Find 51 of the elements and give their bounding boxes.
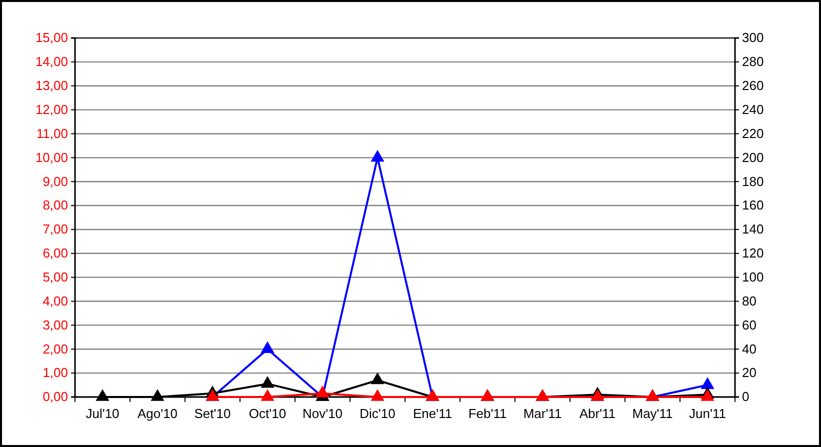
- y-tick-label: 9,00: [42, 174, 68, 189]
- point: [370, 150, 384, 162]
- y2-tick-label: 240: [742, 102, 764, 117]
- x-tick-label: Abr'11: [579, 406, 616, 422]
- y2-tick-label: 20: [742, 365, 756, 380]
- y2-tick-label: 280: [742, 54, 764, 70]
- y2-tick-label: 60: [742, 317, 756, 332]
- y2-tick-label: 80: [742, 293, 756, 308]
- y2-tick-label: 180: [742, 174, 764, 189]
- point: [96, 389, 110, 401]
- y2-tick-label: 120: [742, 246, 764, 261]
- y-tick-label: 7,00: [42, 222, 68, 237]
- x-tick-label: Ene'11: [412, 406, 452, 422]
- y2-tick-label: 200: [742, 150, 764, 165]
- x-tick-label: Nov'10: [302, 406, 343, 422]
- y2-tick-label: 220: [742, 126, 764, 141]
- y2-tick-label: 40: [742, 341, 756, 356]
- y2-tick-label: 0: [742, 389, 750, 404]
- x-tick-label: Set'10: [194, 406, 231, 422]
- point: [370, 372, 384, 384]
- y-tick-label: 11,00: [36, 126, 68, 141]
- y-tick-label: 8,00: [42, 198, 68, 213]
- y-tick-label: 10,00: [35, 150, 68, 165]
- x-tick-label: Mar'11: [523, 406, 562, 422]
- y2-tick-label: 300: [742, 30, 764, 46]
- point: [260, 341, 274, 354]
- y-tick-label: 0,00: [42, 389, 68, 404]
- y2-tick-label: 260: [742, 78, 764, 94]
- x-tick-label: Jun'11: [689, 406, 726, 422]
- y2-tick-label: 160: [742, 198, 764, 213]
- y2-tick-label: 140: [742, 222, 764, 237]
- y-tick-label: 1,00: [42, 365, 68, 380]
- x-tick-label: Jul'10: [86, 406, 120, 422]
- x-tick-label: May'11: [632, 406, 673, 422]
- y2-tick-label: 100: [742, 269, 764, 284]
- y-tick-label: 3,00: [42, 317, 68, 332]
- x-tick-label: Feb'11: [468, 406, 507, 422]
- y-tick-label: 6,00: [42, 246, 68, 261]
- y-tick-label: 12,00: [35, 102, 68, 117]
- y-tick-label: 13,00: [35, 78, 68, 94]
- x-tick-label: Dic'10: [360, 406, 396, 422]
- y-tick-label: 15,00: [35, 30, 68, 46]
- y-tick-label: 4,00: [42, 293, 68, 308]
- point: [150, 389, 164, 401]
- x-tick-label: Oct'10: [248, 406, 286, 422]
- x-tick-label: Ago'10: [137, 406, 178, 422]
- point: [260, 376, 274, 388]
- y-tick-label: 14,00: [35, 54, 68, 70]
- y-tick-label: 5,00: [42, 269, 68, 284]
- y-tick-label: 2,00: [42, 341, 68, 356]
- point: [700, 377, 714, 389]
